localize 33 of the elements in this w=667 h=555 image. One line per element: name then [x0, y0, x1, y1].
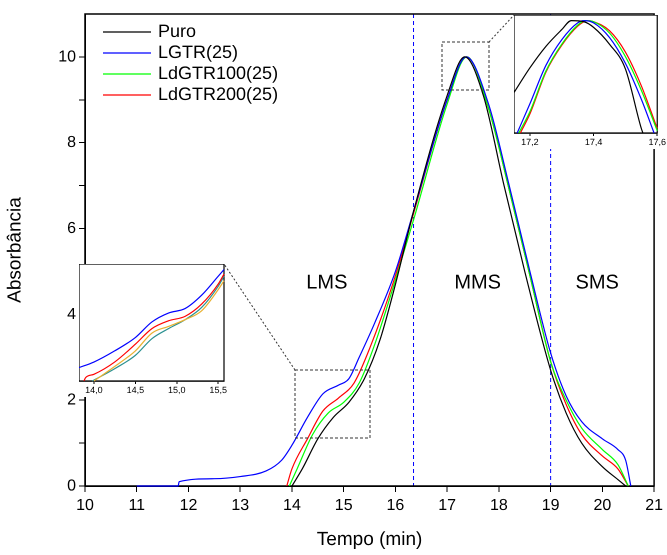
x-tick-label: 14,0 — [85, 384, 103, 395]
legend-label: Puro — [158, 20, 196, 41]
x-tick-label: 11 — [128, 497, 146, 514]
y-axis-title: Absorbância — [4, 196, 26, 303]
x-tick-label: 15 — [334, 497, 353, 514]
legend-label: LdGTR200(25) — [158, 84, 278, 104]
x-tick-label: 13 — [231, 497, 250, 514]
annotation: SMS — [576, 272, 619, 294]
legend-label: LGTR(25) — [158, 42, 238, 62]
y-tick-label: 8 — [67, 134, 76, 152]
annotation: MMS — [454, 272, 502, 294]
x-axis-title: Tempo (min) — [316, 528, 422, 550]
x-tick-label: 19 — [542, 497, 560, 514]
x-tick-label: 21 — [645, 497, 664, 514]
y-tick-label: 2 — [67, 392, 76, 409]
x-tick-label: 17,2 — [521, 136, 539, 147]
y-tick-label: 0 — [67, 477, 76, 494]
x-tick-label: 15,0 — [168, 384, 186, 395]
x-tick-label: 15,5 — [209, 384, 227, 395]
annotation: LMS — [306, 272, 348, 294]
y-tick-label: 6 — [67, 220, 76, 237]
x-tick-label: 14 — [283, 497, 301, 514]
y-tick-label: 10 — [58, 48, 76, 66]
legend-label: LdGTR100(25) — [158, 62, 278, 83]
x-tick-label: 16 — [386, 497, 404, 514]
x-tick-label: 17 — [438, 497, 456, 514]
x-tick-label: 20 — [593, 497, 612, 514]
y-tick-label: 4 — [67, 306, 76, 323]
x-tick-label: 18 — [490, 497, 508, 514]
x-tick-label: 17,4 — [584, 136, 602, 147]
x-tick-label: 12 — [180, 497, 198, 514]
x-tick-label: 14,5 — [126, 384, 144, 395]
x-tick-label: 17,6 — [648, 136, 666, 147]
